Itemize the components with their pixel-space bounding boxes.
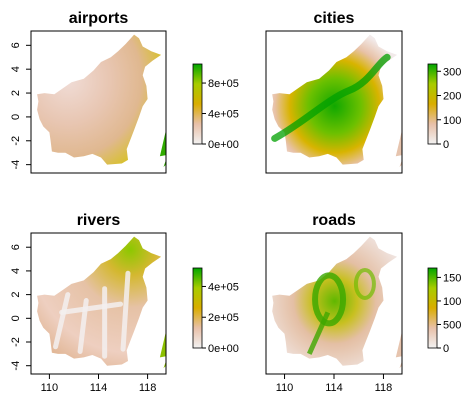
legend-label: 500 — [443, 319, 461, 331]
legend-label: 200 — [443, 91, 461, 103]
legend-label: 0e+00 — [208, 343, 239, 355]
y-tick-label: 6 — [10, 42, 22, 48]
legend-label: 4e+05 — [208, 281, 239, 293]
y-tick-label: -4 — [10, 160, 22, 170]
legend-bar — [193, 268, 202, 348]
y-tick-label: 4 — [10, 268, 22, 274]
panel-cities: cities 0 100 200 300 — [266, 10, 461, 173]
panel-rivers: rivers -4 -2 0 2 4 6 110 114 118 0e+00 2e+05 4e+05 — [10, 212, 239, 394]
y-tick-label: 4 — [10, 66, 22, 72]
legend-label: 0e+00 — [208, 139, 239, 151]
y-tick-label: 2 — [10, 90, 22, 96]
y-tick-label: 6 — [10, 244, 22, 250]
raster-roads — [272, 237, 397, 366]
panel-title: roads — [312, 212, 356, 229]
legend-label: 4e+05 — [208, 109, 239, 121]
panel-title: rivers — [77, 212, 121, 229]
panel-roads: roads 110 114 118 0 500 100 150 — [266, 212, 461, 394]
y-tick-label: -2 — [10, 337, 22, 347]
legend-label: 8e+05 — [208, 78, 239, 90]
legend-label: 100 — [443, 296, 461, 308]
legend-bar — [428, 268, 437, 348]
y-tick-label: 2 — [10, 292, 22, 298]
x-tick-label: 118 — [375, 382, 393, 394]
legend-bar — [193, 64, 202, 144]
legend-label: 0 — [443, 343, 449, 355]
legend-bar — [428, 64, 437, 144]
legend-label: 0 — [443, 139, 449, 151]
y-tick-label: -2 — [10, 136, 22, 146]
island-roads-0 — [396, 331, 402, 357]
island-cities-0 — [396, 130, 402, 156]
y-tick-label: 0 — [10, 114, 22, 120]
x-tick-label: 118 — [139, 382, 157, 394]
y-tick-label: -4 — [10, 361, 22, 371]
panel-title: airports — [69, 10, 129, 27]
legend-label: 300 — [443, 66, 461, 78]
y-tick-label: 0 — [10, 315, 22, 321]
island-airports-0 — [160, 130, 166, 156]
legend-label: 2e+05 — [208, 312, 239, 324]
panel-title: cities — [314, 10, 355, 27]
legend-label: 100 — [443, 115, 461, 127]
x-tick-label: 114 — [90, 382, 108, 394]
panel-airports: airports -4 -2 0 2 4 6 0e+00 4e+05 8e+05 — [10, 10, 239, 173]
x-tick-label: 110 — [41, 382, 59, 394]
raster-airports — [37, 35, 161, 165]
x-tick-label: 110 — [276, 382, 294, 394]
island-rivers-0 — [160, 331, 166, 357]
x-tick-label: 114 — [325, 382, 343, 394]
legend-label: 150 — [443, 272, 461, 284]
